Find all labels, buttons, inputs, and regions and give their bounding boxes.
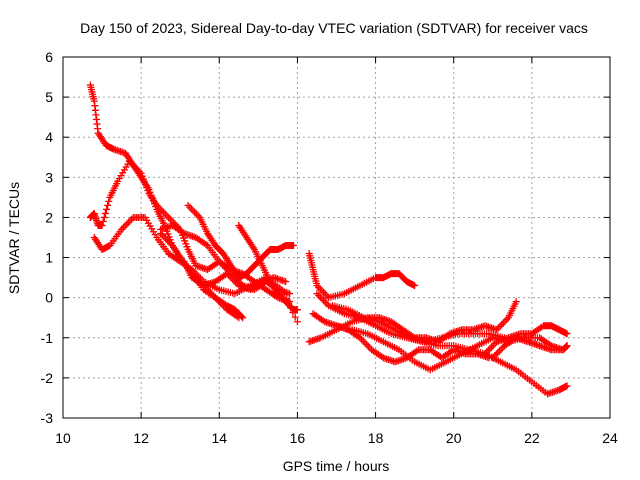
plot-frame <box>62 56 611 419</box>
y-tick-label: -3 <box>41 410 54 426</box>
series-15 <box>329 302 509 346</box>
data-point-marker <box>501 317 509 325</box>
chart-title: Day 150 of 2023, Sidereal Day-to-day VTE… <box>80 20 588 36</box>
y-tick-label: 0 <box>45 290 53 306</box>
data-point-marker <box>103 205 111 213</box>
x-tick-label: 16 <box>290 430 306 446</box>
data-point-marker <box>293 306 301 314</box>
data-point-marker <box>184 201 192 209</box>
data-point-marker <box>363 341 371 349</box>
data-point-marker <box>164 213 172 221</box>
x-tick-label: 22 <box>524 430 540 446</box>
data-point-marker <box>290 242 298 250</box>
data-point-marker <box>498 321 506 329</box>
data-point-marker <box>563 382 571 390</box>
y-tick-label: 5 <box>45 89 53 105</box>
data-point-marker <box>159 208 167 216</box>
data-point-marker <box>192 210 200 218</box>
data-point-marker <box>486 345 494 353</box>
x-tick-label: 12 <box>133 430 149 446</box>
data-point-marker <box>359 337 367 345</box>
data-point-marker <box>291 313 299 321</box>
y-tick-label: 3 <box>45 169 53 185</box>
y-tick-label: 2 <box>45 209 53 225</box>
y-axis-label: SDTVAR / TECUs <box>6 182 22 294</box>
data-point-marker <box>157 229 165 237</box>
data-point-marker <box>239 314 247 322</box>
grid-lines <box>63 57 610 418</box>
data-point-marker <box>166 215 174 223</box>
x-tick-label: 18 <box>368 430 384 446</box>
y-tick-label: 1 <box>45 250 53 266</box>
data-point-marker <box>411 282 419 290</box>
x-tick-label: 10 <box>55 430 71 446</box>
data-point-marker <box>286 290 294 298</box>
data-point-marker <box>321 298 329 306</box>
series-4 <box>157 221 294 306</box>
y-tick-label: 4 <box>45 129 53 145</box>
data-point-marker <box>493 326 501 334</box>
x-axis-label: GPS time / hours <box>283 458 390 474</box>
data-point-marker <box>186 203 194 211</box>
series-5 <box>184 201 298 282</box>
series-16 <box>489 334 571 362</box>
data-point-marker <box>494 349 502 357</box>
data-point-marker <box>488 343 496 351</box>
data-point-marker <box>316 285 324 293</box>
data-point-marker <box>119 224 127 232</box>
data-point-marker <box>191 208 199 216</box>
x-tick-label: 24 <box>602 430 618 446</box>
series-8 <box>235 221 301 314</box>
data-point-marker <box>563 330 571 338</box>
data-point-marker <box>495 347 503 355</box>
data-point-marker <box>99 217 107 225</box>
data-point-marker <box>105 197 113 205</box>
y-tick-label: -2 <box>41 370 54 386</box>
data-point-marker <box>101 209 109 217</box>
data-point-marker <box>100 213 108 221</box>
data-point-marker <box>123 220 131 228</box>
series-2 <box>90 213 301 326</box>
data-point-marker <box>104 201 112 209</box>
data-point-marker <box>361 339 369 347</box>
data-point-marker <box>501 334 509 342</box>
data-point-marker <box>512 298 520 306</box>
series-7 <box>157 229 247 322</box>
data-point-marker <box>98 221 106 229</box>
data-point-marker <box>413 347 421 355</box>
data-points <box>86 81 571 398</box>
y-tick-label: 6 <box>45 49 53 65</box>
series-9 <box>305 250 419 302</box>
data-point-marker <box>202 240 210 248</box>
data-point-marker <box>489 341 497 349</box>
x-tick-label: 20 <box>446 430 462 446</box>
data-point-marker <box>126 217 134 225</box>
data-point-marker <box>293 318 301 326</box>
data-point-marker <box>187 205 195 213</box>
data-point-marker <box>128 215 136 223</box>
data-point-marker <box>282 278 290 286</box>
data-point-marker <box>189 207 197 215</box>
y-tick-label: -1 <box>41 330 54 346</box>
data-point-marker <box>497 345 505 353</box>
data-point-marker <box>563 342 571 350</box>
data-point-marker <box>494 324 502 332</box>
data-point-marker <box>364 342 372 350</box>
data-point-marker <box>121 222 129 230</box>
data-point-marker <box>238 313 246 321</box>
data-point-marker <box>499 319 507 327</box>
data-point-marker <box>124 219 132 227</box>
x-tick-label: 14 <box>211 430 227 446</box>
